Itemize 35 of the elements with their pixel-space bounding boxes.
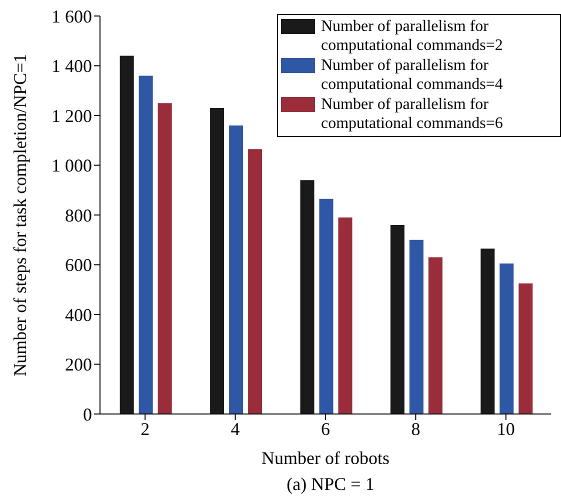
- bar: [158, 103, 172, 414]
- legend-label: Number of parallelism for computational commands=6: [321, 95, 504, 133]
- text: (a) NPC = 1: [286, 474, 376, 495]
- y-tick-label: 600: [65, 255, 92, 276]
- y-tick-label: 1 600: [52, 6, 92, 26]
- y-tick-label: 200: [65, 354, 92, 375]
- bar: [319, 198, 334, 414]
- bar: [138, 76, 153, 414]
- legend-label: Number of parallelism for computational commands=2: [321, 17, 504, 55]
- bar: [248, 149, 262, 414]
- bar: [229, 125, 244, 414]
- y-tick-label: 0: [83, 404, 92, 424]
- y-tick-label: 800: [65, 205, 92, 226]
- x-tick-label: 8: [411, 418, 420, 439]
- x-tick-label: 6: [321, 418, 330, 439]
- y-tick-label: 1 400: [52, 56, 92, 76]
- bar: [338, 217, 352, 414]
- y-axis-title: Number of steps for task completion/NPC=1: [10, 54, 30, 376]
- legend-label: Number of parallelism for computational commands=4: [321, 56, 504, 94]
- y-tick-label: 400: [65, 304, 92, 325]
- bar: [409, 240, 424, 414]
- bar: [120, 56, 134, 414]
- bar: [480, 248, 495, 414]
- x-tick-label: 4: [230, 418, 240, 439]
- bar: [428, 257, 442, 414]
- x-tick-label: 10: [496, 418, 515, 439]
- bar: [210, 108, 224, 414]
- y-tick-label: 1 000: [52, 156, 92, 176]
- bar: [518, 283, 533, 414]
- x-axis-title: Number of robots: [262, 448, 390, 468]
- bar: [500, 264, 514, 414]
- y-tick-label: 1 200: [52, 106, 92, 126]
- x-tick-label: 2: [140, 418, 150, 439]
- bar: [390, 224, 404, 414]
- bar: [300, 180, 314, 414]
